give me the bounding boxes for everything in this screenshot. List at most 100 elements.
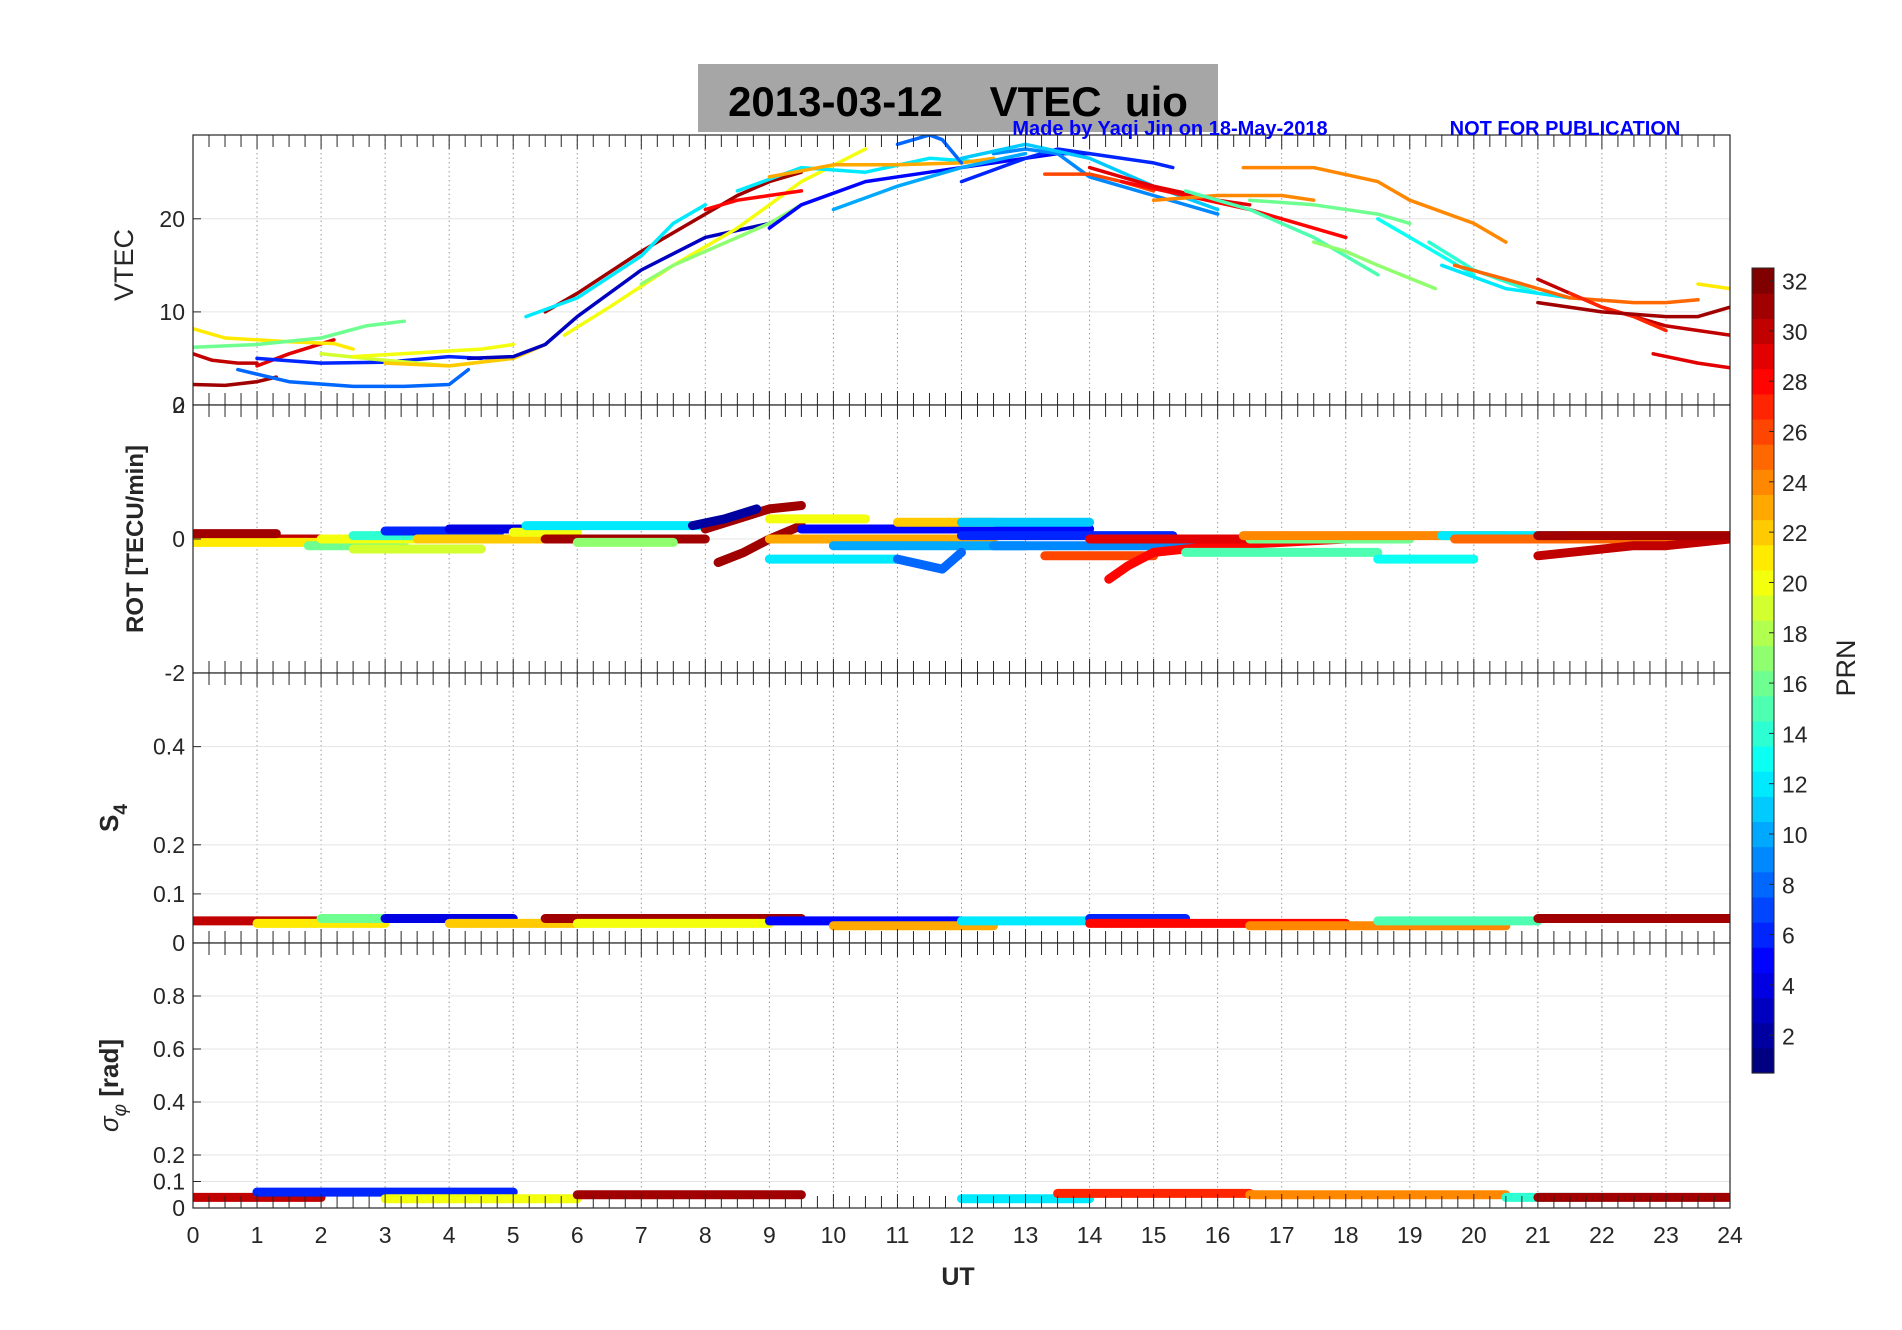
colorbar-tick-label: 10 [1782,822,1808,848]
series-prn-25 [1452,263,1700,305]
series-prn-31 [713,521,806,567]
series-prn-17 [1311,240,1438,291]
y-tick-label: 0.6 [153,1036,185,1062]
colorbar-tick-label: 24 [1782,470,1808,496]
credit-text: Made by Yaqi Jin on 18-May-2018 [1012,118,1327,140]
x-tick-label: 16 [1205,1222,1231,1248]
colorbar-segment [1752,569,1774,596]
x-tick-label: 9 [763,1222,776,1248]
y-axis-label-sigma-phi: σφ [rad] [94,1039,131,1132]
x-tick-label: 8 [699,1222,712,1248]
title-banner [698,64,1218,132]
colorbar-segment [1752,469,1774,496]
series-prn-31 [193,375,279,388]
colorbar-segment [1752,368,1774,395]
series-prn-24 [1151,193,1316,202]
colorbar-segment [1752,293,1774,319]
series-prn-31 [1536,300,1730,319]
x-axis-label: UT [941,1263,974,1291]
panel-s4-series [193,914,1730,931]
x-tick-label: 11 [886,1222,910,1248]
y-tick-label: 0.4 [153,734,185,760]
colorbar-segment [1752,268,1774,294]
colorbar-tick-label: 30 [1782,319,1808,345]
colorbar-segment [1752,645,1774,672]
y-tick-label: 0 [172,1195,185,1221]
series-prn-29 [1651,352,1730,370]
colorbar-segment [1752,771,1774,797]
colorbar-tick-label: 2 [1782,1023,1795,1049]
colorbar-segment [1752,595,1774,621]
y-tick-label: 0.4 [153,1089,185,1115]
series-prn-12 [1440,263,1572,300]
x-tick-label: 23 [1653,1222,1679,1248]
x-tick-label: 21 [1525,1222,1551,1248]
y-axis-label-rot: ROT [TECU/min] [122,445,149,633]
series-prn-21 [1696,282,1730,291]
colorbar-segment [1752,620,1774,646]
series-prn-2 [688,504,762,531]
colorbar-tick-label: 4 [1782,973,1795,999]
colorbar-segment [1752,318,1774,345]
y-tick-label: 0.2 [153,832,185,858]
x-tick-label: 4 [443,1222,456,1248]
colorbar-frame [1751,267,1775,1074]
colorbar-segment [1752,695,1774,722]
series-prn-15 [1183,189,1380,277]
x-tick-label: 13 [1013,1222,1039,1248]
panel-rot: -2 0 2 ROT [TECU/min] [122,392,1731,686]
x-tick-label: 0 [187,1222,200,1248]
colorbar-tick-label: 6 [1782,923,1795,949]
series-prn-23 [767,156,996,179]
series-prn-8 [893,547,966,574]
series-prn-20 [351,342,515,359]
series-prn-31 [543,170,804,314]
series-prn-16 [1247,198,1412,226]
colorbar-segment [1752,922,1774,948]
series-prn-3 [466,221,772,361]
colorbar-segment [1752,418,1774,445]
colorbar-tick-label: 28 [1782,369,1808,395]
x-tick-label: 12 [949,1222,975,1248]
y-tick-label: 20 [159,206,185,232]
x-tick-label: 18 [1333,1222,1359,1248]
colorbar-segment [1752,444,1774,470]
panel-s4: 0 0.1 0.2 0.4 S4 [94,672,1731,956]
panel-vtec: 0 10 20 VTEC [109,134,1731,418]
colorbar-tick-label: 22 [1782,520,1808,546]
y-tick-label: 2 [172,392,185,418]
y-axis-label-vtec: VTEC [109,229,139,301]
x-tick-label: 7 [635,1222,648,1248]
series-prn-30 [1533,534,1730,561]
colorbar-label: PRN [1831,639,1861,696]
x-tick-label: 19 [1397,1222,1423,1248]
series-prn-16 [193,319,407,350]
y-tick-label: 0.2 [153,1142,185,1168]
chart-title: 2013-03-12 VTEC uio [728,78,1188,125]
series-prn-17 [639,203,804,286]
x-tick-label: 5 [507,1222,520,1248]
x-tick-label: 17 [1269,1222,1295,1248]
x-tick-label: 22 [1589,1222,1615,1248]
colorbar-segment [1752,997,1774,1024]
panel-vtec-series [193,135,1730,389]
y-tick-label: 0 [172,526,185,552]
colorbar-segment [1752,670,1774,697]
series-prn-24 [1241,165,1508,244]
colorbar-segment [1752,1047,1774,1074]
series-prn-6 [959,147,1175,184]
series-prn-12 [524,203,708,319]
colorbar-tick-label: 18 [1782,621,1808,647]
colorbar-tick-label: 20 [1782,570,1808,596]
colorbar-tick-label: 16 [1782,671,1808,697]
panel-rot-series [193,501,1730,584]
series-prn-30 [193,352,259,365]
series-prn-10 [831,151,1028,212]
colorbar-segment [1752,745,1774,772]
colorbar-segment [1752,821,1774,848]
colorbar-tick-label: 14 [1782,721,1808,747]
y-tick-label: -2 [165,660,185,686]
colorbar-segment [1752,519,1774,546]
